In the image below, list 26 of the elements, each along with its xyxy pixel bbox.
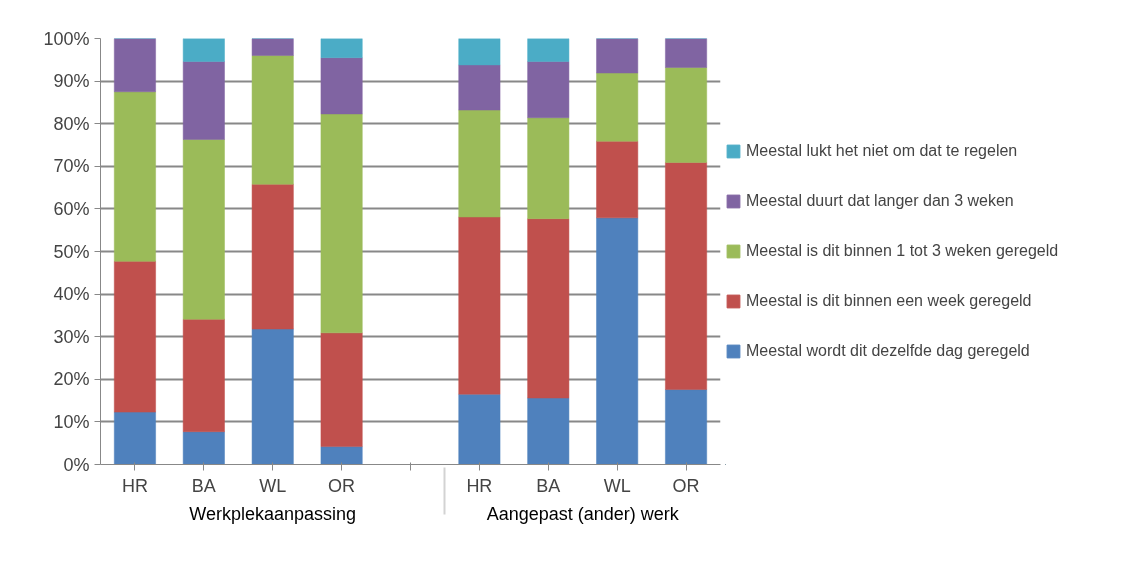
legend-label: Meestal wordt dit dezelfde dag geregeld	[746, 341, 1030, 361]
y-tick-label: 0%	[63, 454, 90, 475]
x-tick-label: WL	[259, 475, 287, 496]
y-tick-label: 40%	[53, 284, 90, 305]
x-tick-label: WL	[603, 475, 631, 496]
y-tick-label: 80%	[53, 113, 90, 134]
legend-label: Meestal duurt dat langer dan 3 weken	[746, 191, 1014, 211]
y-tick-label: 30%	[53, 326, 90, 347]
x-tick-label: BA	[536, 475, 561, 496]
legend-label: Meestal is dit binnen 1 tot 3 weken geregeld	[746, 241, 1059, 261]
x-tick-label: HR	[466, 475, 493, 496]
y-tick-label: 70%	[53, 156, 90, 177]
text: Werkplekaanpassing	[189, 503, 357, 524]
x-tick-label: BA	[191, 475, 216, 496]
y-tick-label: 20%	[53, 369, 90, 390]
y-tick-label: 50%	[53, 241, 90, 262]
y-tick-label: 90%	[53, 71, 90, 92]
x-tick-label: HR	[121, 475, 148, 496]
x-tick-label: OR	[672, 475, 700, 496]
legend-label: Meestal lukt het niet om dat te regelen	[746, 141, 1018, 161]
y-tick-label: 100%	[43, 28, 90, 49]
text: Aangepast (ander) werk	[486, 503, 680, 524]
x-tick-label: OR	[328, 475, 356, 496]
y-tick-label: 10%	[53, 411, 90, 432]
y-tick-label: 60%	[53, 198, 90, 219]
legend-label: Meestal is dit binnen een week geregeld	[746, 291, 1032, 311]
